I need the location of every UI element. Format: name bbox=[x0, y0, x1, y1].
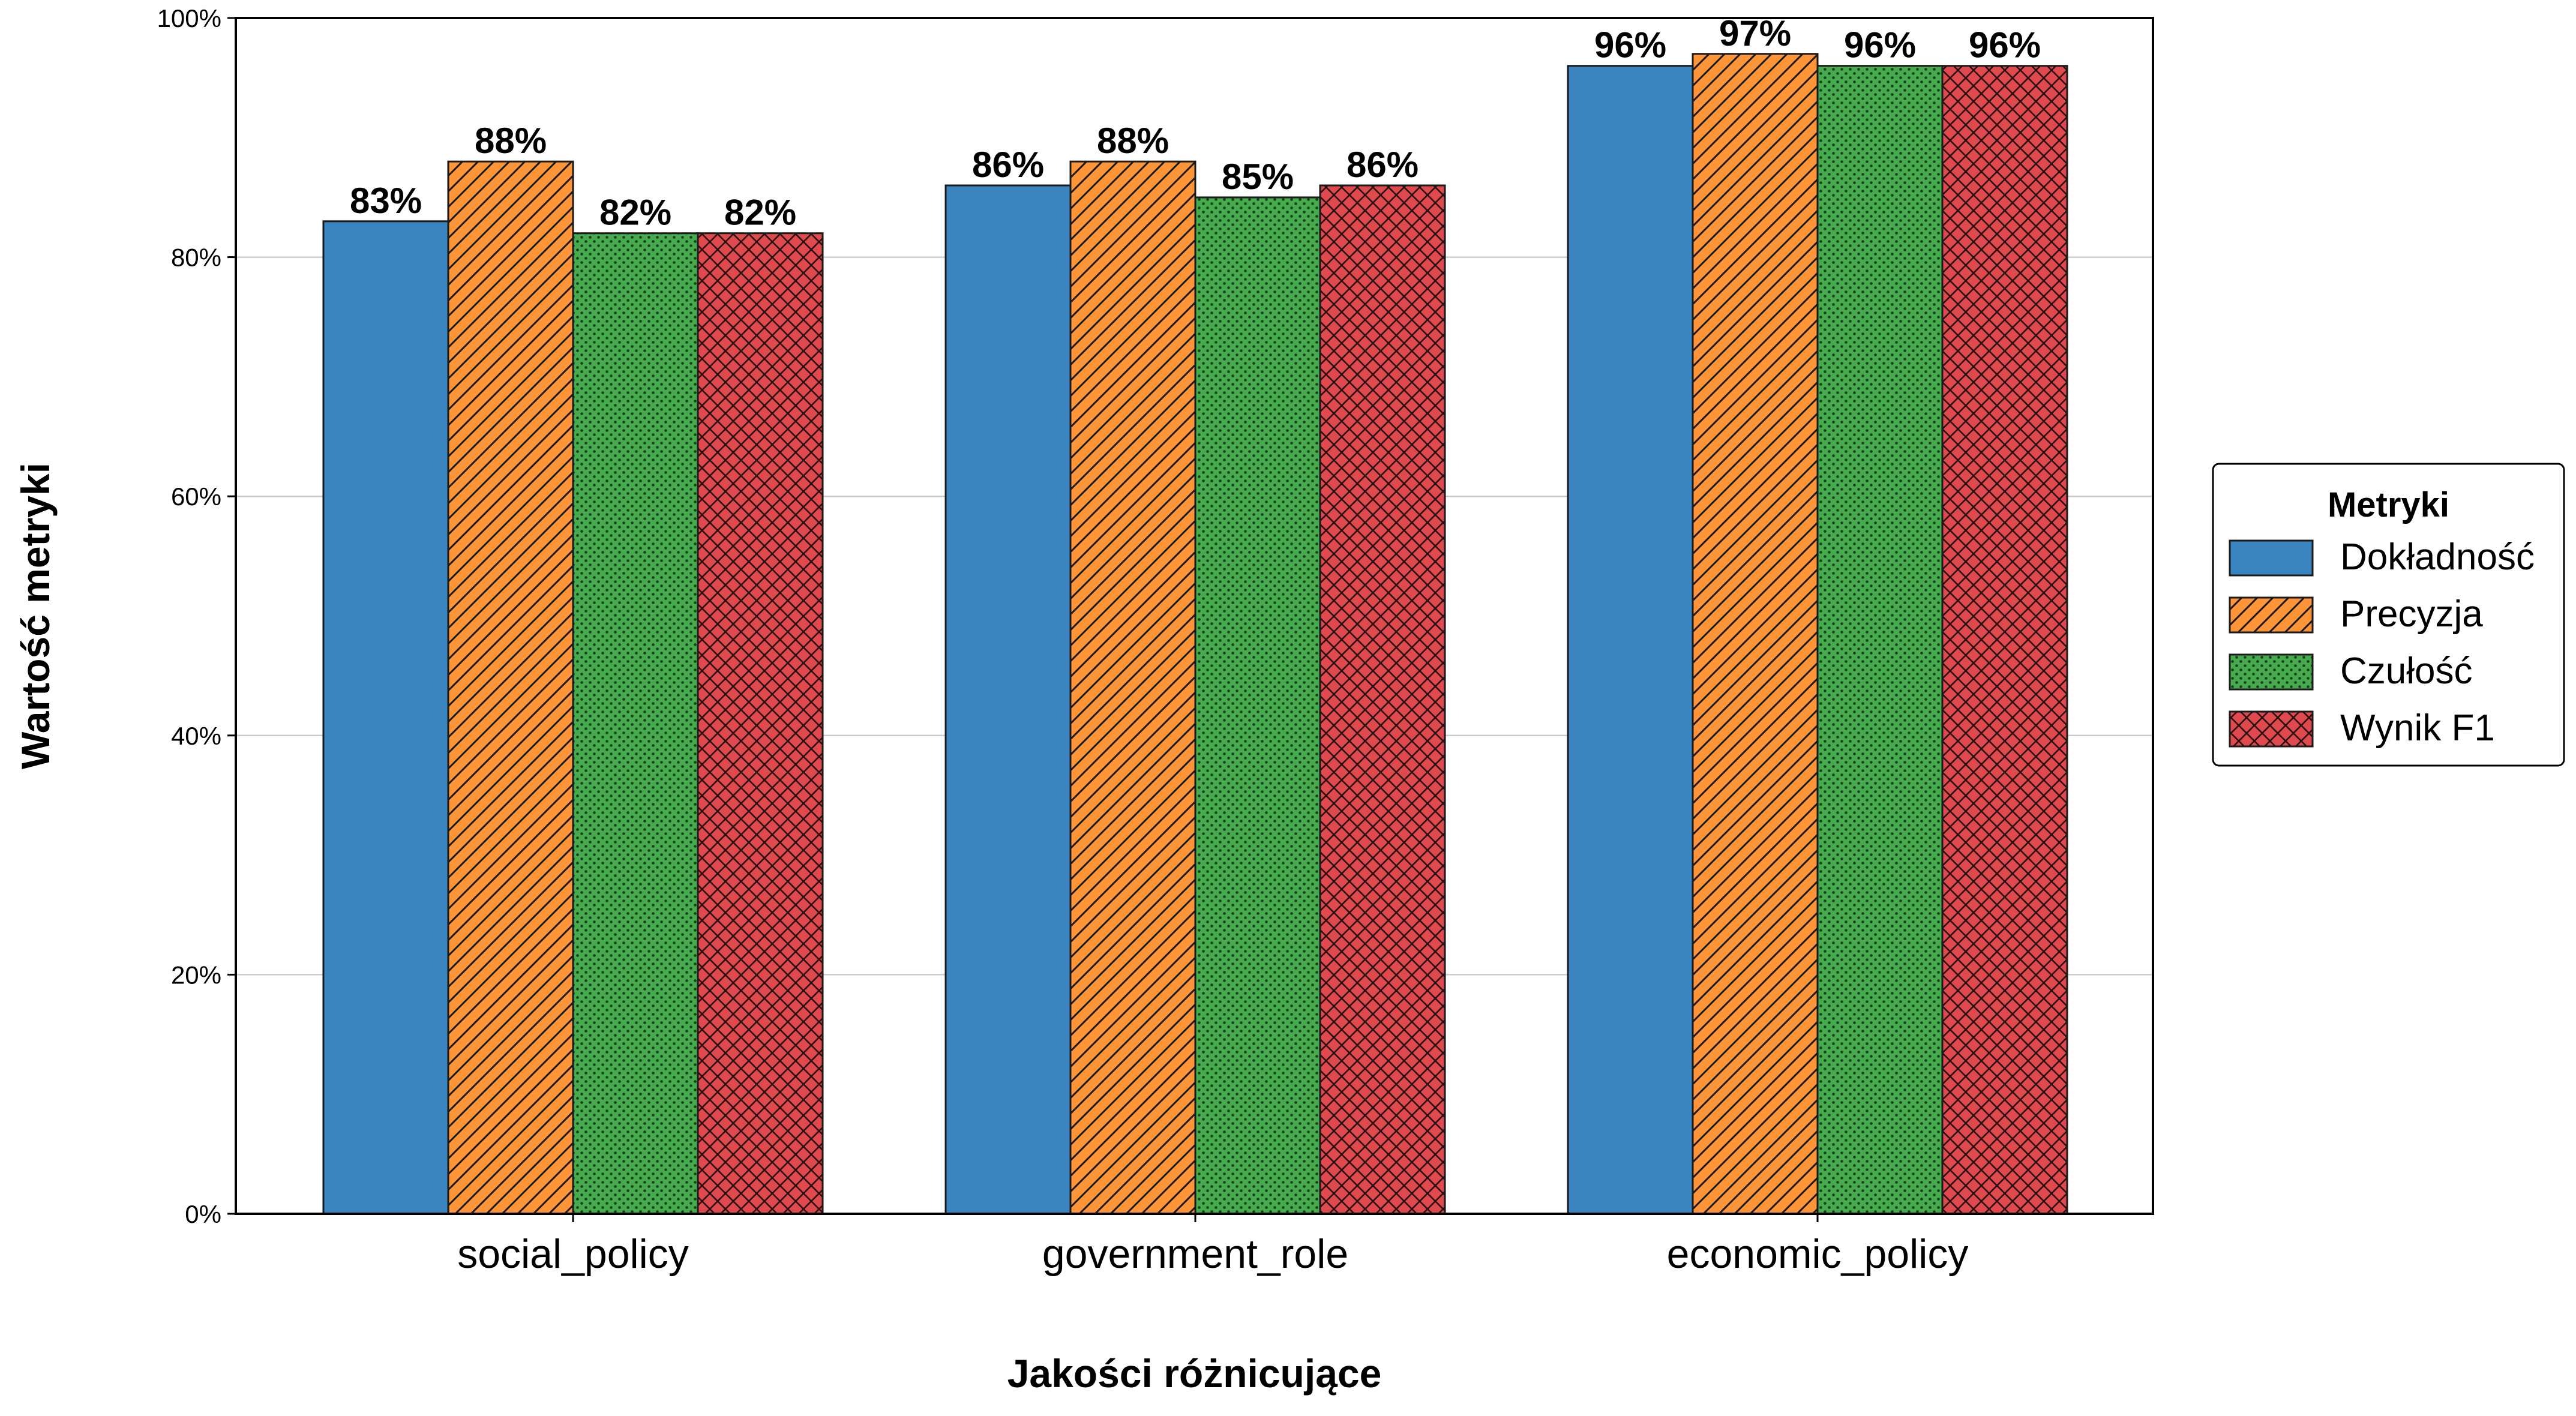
data-label: 97% bbox=[1719, 13, 1791, 53]
data-label: 96% bbox=[1594, 25, 1666, 65]
data-label: 85% bbox=[1222, 157, 1294, 197]
legend-label: Dokładność bbox=[2340, 536, 2535, 578]
data-label: 86% bbox=[1347, 145, 1419, 185]
data-label: 83% bbox=[350, 181, 422, 221]
legend-swatch bbox=[2229, 710, 2314, 748]
data-label: 96% bbox=[1844, 25, 1916, 65]
x-axis-title: Jakości różnicujące bbox=[1007, 1351, 1382, 1396]
bar bbox=[1567, 65, 1694, 1215]
bar bbox=[1319, 184, 1446, 1215]
data-label: 86% bbox=[972, 145, 1044, 185]
y-tick-label: 20% bbox=[171, 961, 221, 989]
bar bbox=[1941, 65, 2068, 1215]
bar bbox=[1069, 160, 1196, 1215]
y-axis: 0% 20% 40% 60% 80% 100% bbox=[157, 4, 236, 1228]
legend-swatch bbox=[2229, 653, 2314, 691]
legend-label: Wynik F1 bbox=[2340, 707, 2495, 749]
x-tick-label: social_policy bbox=[457, 1231, 689, 1277]
y-axis-title: Wartość metryki bbox=[13, 463, 58, 769]
bar bbox=[322, 220, 449, 1215]
legend: Metryki Dokładność Precyzja Czułość Wynik F… bbox=[2212, 463, 2565, 767]
y-tick-label: 0% bbox=[185, 1200, 221, 1228]
data-label: 82% bbox=[724, 193, 796, 233]
x-axis: social_policy government_role economic_pol… bbox=[457, 1214, 1968, 1277]
bar bbox=[1194, 196, 1321, 1215]
x-tick-label: economic_policy bbox=[1667, 1231, 1969, 1277]
legend-swatch bbox=[2229, 539, 2314, 577]
bar bbox=[697, 232, 824, 1215]
data-label: 88% bbox=[475, 121, 547, 161]
bars bbox=[322, 53, 2068, 1215]
data-labels: 83% 88% 82% 82% 86% 88% 85% 86% 96% 97% 96% 96% bbox=[350, 13, 2041, 233]
x-tick-label: government_role bbox=[1042, 1231, 1348, 1277]
legend-label: Precyzja bbox=[2340, 593, 2483, 635]
y-tick-label: 80% bbox=[171, 244, 221, 272]
legend-title: Metryki bbox=[2328, 485, 2449, 524]
legend-swatch bbox=[2229, 596, 2314, 634]
bar bbox=[447, 160, 574, 1215]
legend-label: Czułość bbox=[2340, 650, 2473, 692]
legend-items: Dokładność Precyzja Czułość Wynik F1 bbox=[2229, 536, 2535, 749]
bar bbox=[944, 184, 1072, 1215]
data-label: 96% bbox=[1969, 25, 2041, 65]
bar bbox=[572, 232, 699, 1215]
y-tick-label: 40% bbox=[171, 722, 221, 750]
bar bbox=[1692, 53, 1819, 1215]
data-label: 82% bbox=[599, 193, 671, 233]
data-label: 88% bbox=[1097, 121, 1169, 161]
bar bbox=[1816, 65, 1944, 1215]
y-tick-label: 100% bbox=[157, 4, 221, 32]
y-tick-label: 60% bbox=[171, 482, 221, 511]
